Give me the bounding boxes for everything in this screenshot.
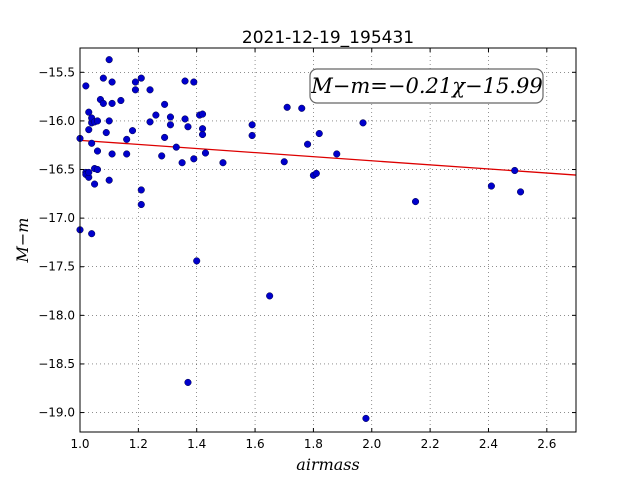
data-point	[219, 159, 227, 167]
data-point	[137, 186, 145, 194]
data-point	[190, 155, 198, 163]
data-point	[105, 56, 113, 64]
data-point	[283, 103, 291, 111]
data-point	[312, 169, 320, 177]
data-point	[517, 188, 525, 196]
data-point	[181, 115, 189, 123]
data-point	[85, 168, 93, 176]
y-tick-label: −18.0	[38, 308, 75, 322]
data-point	[85, 126, 93, 134]
data-point	[152, 111, 160, 119]
x-tick-label: 2.2	[421, 437, 440, 451]
data-point	[304, 140, 312, 148]
data-point	[102, 129, 110, 137]
data-point	[298, 104, 306, 112]
data-point	[161, 100, 169, 108]
x-tick-label: 2.0	[362, 437, 381, 451]
y-tick-label: −16.5	[38, 163, 75, 177]
data-points	[76, 56, 525, 422]
data-point	[333, 150, 341, 158]
annotation-box	[309, 68, 544, 104]
y-tick-label: −17.5	[38, 260, 75, 274]
data-point	[105, 117, 113, 125]
data-point	[91, 180, 99, 188]
data-point	[193, 257, 201, 265]
data-point	[146, 118, 154, 126]
data-point	[146, 86, 154, 94]
data-point	[184, 378, 192, 386]
data-point	[411, 198, 420, 206]
data-point	[82, 82, 90, 90]
y-tick-label: −18.5	[38, 357, 75, 371]
data-point	[88, 230, 96, 238]
data-point	[266, 292, 274, 300]
x-tick-label: 1.4	[187, 437, 206, 451]
data-point	[184, 123, 192, 131]
data-point	[123, 150, 131, 158]
chart-title: 2021-12-19_195431	[242, 28, 414, 48]
y-tick-label: −16.0	[38, 114, 75, 128]
data-point	[181, 77, 189, 85]
x-tick-label: 2.4	[479, 437, 498, 451]
y-tick-label: −15.5	[38, 65, 75, 79]
axis-ticks: 1.0 1.2 1.4 1.6 1.8 2.0 2.2 2.4 2.6 −15.5 −16.0 −16…	[38, 48, 576, 451]
data-point	[161, 133, 169, 141]
data-point	[166, 113, 174, 121]
data-point	[201, 149, 210, 157]
data-point	[511, 166, 519, 175]
data-point	[93, 165, 102, 174]
x-tick-label: 1.8	[304, 437, 323, 451]
data-point	[315, 129, 323, 138]
data-point	[105, 176, 113, 184]
data-point	[487, 182, 495, 190]
x-tick-label: 1.0	[70, 437, 89, 451]
x-axis-label: airmass	[296, 455, 359, 474]
data-point	[108, 99, 116, 107]
data-point	[198, 110, 207, 118]
data-point	[108, 150, 116, 158]
data-point	[123, 135, 131, 143]
y-tick-label: −19.0	[38, 406, 75, 420]
fit-equation-annotation: M−m=−0.21χ−15.99	[309, 68, 544, 104]
data-point	[359, 119, 367, 127]
data-point	[128, 127, 137, 135]
x-tick-label: 1.2	[129, 437, 148, 451]
data-point	[117, 96, 125, 105]
data-point	[93, 117, 102, 125]
data-point	[99, 99, 107, 107]
data-point	[362, 414, 370, 422]
data-point	[166, 121, 174, 129]
data-point	[172, 143, 180, 151]
plot-frame	[79, 47, 577, 433]
data-point	[248, 121, 256, 129]
data-point	[88, 139, 96, 147]
data-point	[137, 74, 145, 82]
data-point	[131, 86, 139, 94]
fit-equation-text: M−m=−0.21χ−15.99	[310, 74, 542, 98]
data-point	[131, 78, 139, 86]
x-tick-label: 2.6	[537, 437, 556, 451]
y-axis-label: M−m	[13, 218, 32, 264]
data-point	[280, 158, 288, 166]
grid-lines	[79, 48, 576, 432]
data-point	[85, 108, 93, 116]
data-point	[190, 78, 198, 86]
data-point	[137, 200, 145, 209]
x-tick-label: 1.6	[246, 437, 265, 451]
fit-line	[79, 139, 577, 176]
y-tick-label: −17.0	[38, 211, 75, 225]
data-point	[178, 159, 186, 167]
data-point	[198, 130, 207, 139]
data-point	[248, 131, 256, 140]
data-point	[108, 78, 116, 86]
data-point	[93, 147, 102, 155]
data-point	[99, 74, 107, 82]
data-point	[158, 152, 166, 160]
